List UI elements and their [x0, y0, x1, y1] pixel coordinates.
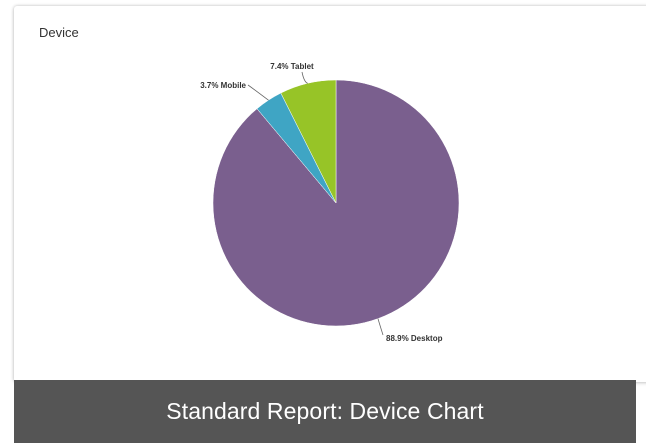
caption-text: Standard Report: Device Chart: [166, 398, 484, 424]
caption-bar: Standard Report: Device Chart: [14, 380, 636, 443]
leader-line-tablet: [301, 71, 308, 84]
leader-line-desktop: [377, 318, 384, 336]
pie-slice-tablet[interactable]: [280, 79, 337, 204]
chart-title: Device: [39, 25, 79, 40]
slice-label-mobile: 3.7% Mobile: [200, 81, 246, 90]
leader-line-mobile: [247, 84, 269, 101]
slice-label-tablet: 7.4% Tablet: [270, 62, 314, 71]
slice-label-desktop: 88.9% Desktop: [386, 334, 443, 343]
